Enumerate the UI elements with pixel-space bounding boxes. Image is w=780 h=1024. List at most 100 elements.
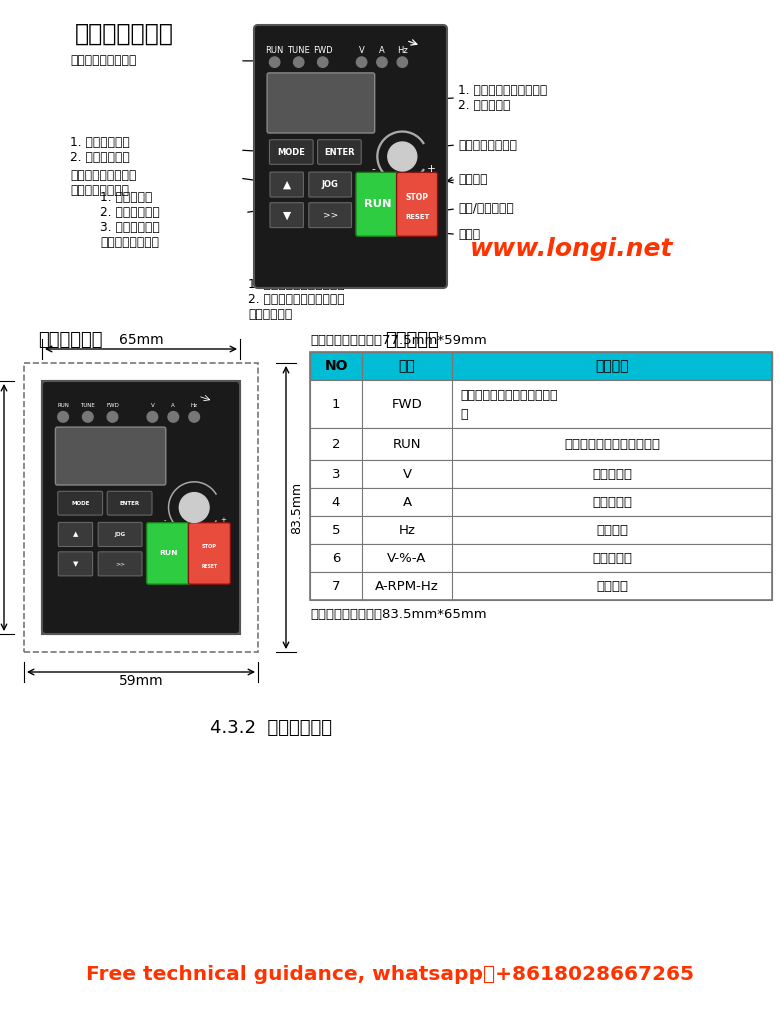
Circle shape — [147, 412, 158, 422]
Circle shape — [397, 57, 407, 68]
Text: A-RPM-Hz: A-RPM-Hz — [375, 580, 439, 593]
Text: TUNE: TUNE — [80, 403, 95, 409]
Text: Free technical guidance, whatsapp：+8618028667265: Free technical guidance, whatsapp：+86180… — [86, 965, 694, 984]
FancyBboxPatch shape — [147, 522, 190, 585]
Text: ENTER: ENTER — [119, 501, 140, 506]
FancyBboxPatch shape — [309, 203, 352, 227]
Text: ▲: ▲ — [73, 531, 78, 538]
Text: +: + — [221, 517, 227, 523]
FancyBboxPatch shape — [396, 172, 438, 237]
Text: 停止/故障复位键: 停止/故障复位键 — [458, 203, 514, 215]
Text: 表示电流值: 表示电流值 — [592, 496, 632, 509]
Text: FWD: FWD — [392, 397, 423, 411]
Text: 2: 2 — [332, 437, 340, 451]
Text: JOG: JOG — [115, 531, 126, 537]
Text: V: V — [359, 46, 364, 55]
FancyBboxPatch shape — [310, 428, 772, 460]
Circle shape — [58, 412, 69, 422]
FancyBboxPatch shape — [310, 380, 772, 428]
Text: +: + — [427, 164, 435, 174]
Text: 操作键盘尺寸: 操作键盘尺寸 — [38, 331, 102, 349]
Text: 65mm: 65mm — [119, 333, 163, 347]
Text: 表示百分数: 表示百分数 — [592, 552, 632, 564]
Text: STOP: STOP — [406, 193, 428, 202]
Text: 功能描述: 功能描述 — [595, 359, 629, 373]
Text: >>: >> — [322, 211, 338, 220]
Text: 键盘按键及功能: 键盘按键及功能 — [75, 22, 174, 46]
Text: 外拉键盘外形尺寸：83.5mm*65mm: 外拉键盘外形尺寸：83.5mm*65mm — [310, 608, 487, 621]
FancyBboxPatch shape — [310, 544, 772, 572]
Text: 3: 3 — [332, 468, 340, 480]
Text: 7: 7 — [332, 580, 340, 593]
Text: FWD: FWD — [106, 403, 119, 409]
Text: 1. 切换显示方式
2. 取消数据修改: 1. 切换显示方式 2. 取消数据修改 — [70, 136, 129, 164]
FancyBboxPatch shape — [267, 73, 374, 133]
Text: MODE: MODE — [278, 147, 305, 157]
FancyBboxPatch shape — [269, 139, 313, 165]
Text: -: - — [371, 164, 375, 174]
FancyBboxPatch shape — [55, 427, 166, 485]
Text: 多功能键: 多功能键 — [458, 173, 488, 186]
Circle shape — [269, 57, 280, 68]
Text: 5: 5 — [332, 523, 340, 537]
FancyBboxPatch shape — [189, 522, 230, 585]
FancyBboxPatch shape — [270, 203, 303, 227]
FancyBboxPatch shape — [42, 381, 240, 634]
Text: 电位器，调整频率: 电位器，调整频率 — [458, 138, 517, 152]
Circle shape — [377, 57, 387, 68]
Text: 变频器处于运行状态此灯亮: 变频器处于运行状态此灯亮 — [564, 437, 660, 451]
FancyBboxPatch shape — [310, 572, 772, 600]
Text: ▼: ▼ — [282, 210, 291, 220]
Text: 运行状态和单位显示: 运行状态和单位显示 — [70, 54, 136, 68]
Text: 1: 1 — [332, 397, 340, 411]
FancyBboxPatch shape — [58, 522, 93, 547]
Text: 4.3.2  数据监视方式: 4.3.2 数据监视方式 — [210, 719, 332, 737]
Text: 运行键: 运行键 — [458, 227, 480, 241]
Text: >>: >> — [115, 561, 125, 566]
Text: V: V — [402, 468, 412, 480]
Circle shape — [107, 412, 118, 422]
Text: 1. 功能码选择
2. 数据加减设定
3. 键盘频率给定
时，频率加减设定: 1. 功能码选择 2. 数据加减设定 3. 键盘频率给定 时，频率加减设定 — [100, 191, 160, 249]
FancyBboxPatch shape — [310, 460, 772, 488]
Text: V-%-A: V-%-A — [388, 552, 427, 564]
Text: RUN: RUN — [393, 437, 421, 451]
Text: NO: NO — [324, 359, 348, 373]
FancyBboxPatch shape — [98, 522, 142, 547]
FancyBboxPatch shape — [58, 492, 103, 515]
Text: V: V — [151, 403, 154, 409]
FancyBboxPatch shape — [107, 492, 152, 515]
Text: Hz: Hz — [190, 403, 197, 409]
FancyBboxPatch shape — [310, 516, 772, 544]
Text: 1. 监视方式，滚动显示数据
2. 选择和设定参数时，移动
数据修改位置: 1. 监视方式，滚动显示数据 2. 选择和设定参数时，移动 数据修改位置 — [248, 278, 345, 321]
Text: A: A — [172, 403, 176, 409]
FancyBboxPatch shape — [270, 172, 303, 197]
Circle shape — [189, 412, 200, 422]
Text: 表示频率: 表示频率 — [596, 523, 628, 537]
Text: 6: 6 — [332, 552, 340, 564]
Text: ENTER: ENTER — [324, 147, 355, 157]
Text: Hz: Hz — [399, 523, 416, 537]
Text: A: A — [379, 46, 385, 55]
Text: 指示灯功能: 指示灯功能 — [385, 331, 438, 349]
Text: 亮: 亮 — [460, 408, 467, 421]
Text: STOP: STOP — [202, 544, 217, 549]
Text: 当正转时指示灯亮，反转时不: 当正转时指示灯亮，反转时不 — [460, 389, 558, 401]
Text: -: - — [164, 517, 166, 523]
Text: 表示电压值: 表示电压值 — [592, 468, 632, 480]
Text: 83.5mm: 83.5mm — [290, 481, 303, 534]
Text: 参数设定方式时，读
出和存储设定参数: 参数设定方式时，读 出和存储设定参数 — [70, 169, 136, 198]
Text: RESET: RESET — [405, 214, 429, 220]
Text: A: A — [402, 496, 412, 509]
Text: MODE: MODE — [71, 501, 90, 506]
FancyBboxPatch shape — [310, 352, 772, 380]
Text: www.longi.net: www.longi.net — [470, 237, 673, 261]
Text: 4: 4 — [332, 496, 340, 509]
Text: RUN: RUN — [363, 200, 391, 209]
Text: 59mm: 59mm — [119, 674, 163, 688]
Circle shape — [293, 57, 304, 68]
FancyBboxPatch shape — [310, 488, 772, 516]
Text: ▼: ▼ — [73, 561, 78, 567]
FancyBboxPatch shape — [98, 552, 142, 575]
FancyBboxPatch shape — [254, 25, 447, 288]
Circle shape — [168, 412, 179, 422]
